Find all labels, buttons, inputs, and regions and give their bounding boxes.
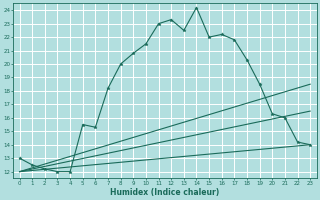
X-axis label: Humidex (Indice chaleur): Humidex (Indice chaleur) <box>110 188 220 197</box>
